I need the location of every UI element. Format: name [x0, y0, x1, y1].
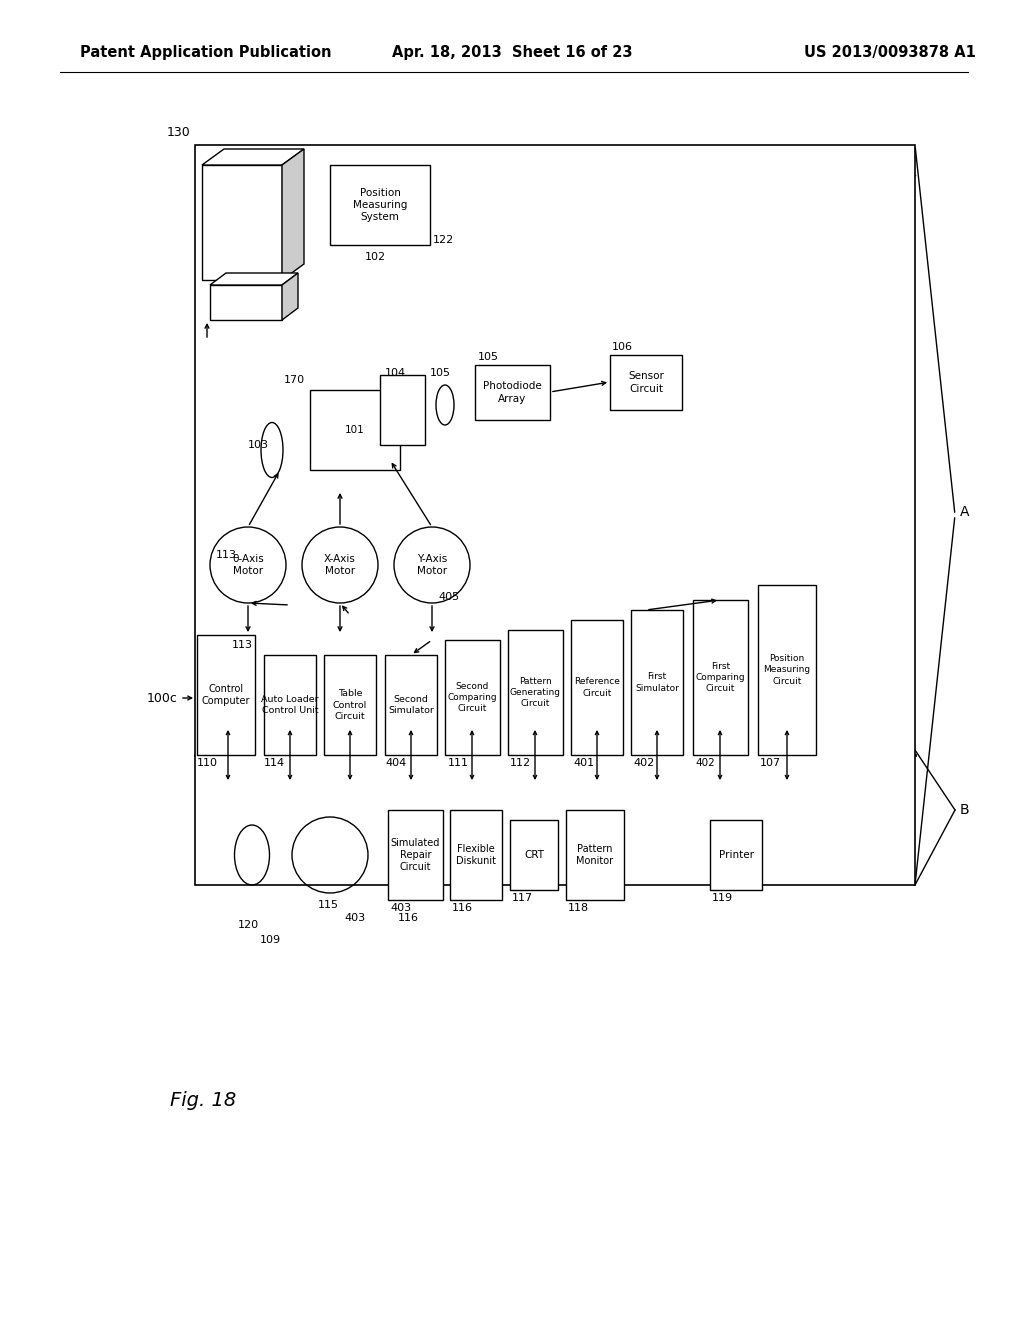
Text: 104: 104 [384, 368, 406, 378]
Text: 130: 130 [166, 127, 190, 140]
Text: 118: 118 [568, 903, 589, 913]
Bar [380, 375, 425, 445]
Text: Pattern
Monitor: Pattern Monitor [577, 843, 613, 866]
Text: 403: 403 [390, 903, 411, 913]
Text: Control
Computer: Control Computer [202, 684, 250, 706]
Polygon shape [202, 149, 304, 165]
Text: 101: 101 [345, 425, 365, 436]
Text: Position
Measuring
Circuit: Position Measuring Circuit [764, 655, 811, 685]
Bar [197, 635, 255, 755]
Bar [385, 655, 437, 755]
Text: 401: 401 [573, 758, 594, 768]
Text: Second
Simulator: Second Simulator [388, 694, 434, 715]
Text: Second
Comparing
Circuit: Second Comparing Circuit [447, 682, 498, 713]
Bar [388, 810, 443, 900]
Bar [445, 640, 500, 755]
Text: 100c: 100c [147, 692, 178, 705]
Text: Simulated
Repair
Circuit: Simulated Repair Circuit [391, 838, 440, 873]
Polygon shape [210, 273, 298, 285]
Text: 113: 113 [216, 550, 237, 560]
Text: Auto Loader
Control Unit: Auto Loader Control Unit [261, 694, 318, 715]
Text: 402: 402 [633, 758, 654, 768]
Text: 102: 102 [365, 252, 386, 261]
Text: 120: 120 [238, 920, 259, 931]
Bar [510, 820, 558, 890]
Text: 403: 403 [344, 913, 366, 923]
Text: 404: 404 [385, 758, 407, 768]
Text: CRT: CRT [524, 850, 544, 861]
Text: 113: 113 [232, 640, 253, 649]
Text: 402: 402 [695, 758, 715, 768]
Bar [566, 810, 624, 900]
Text: 117: 117 [512, 894, 534, 903]
Text: 112: 112 [510, 758, 531, 768]
Bar [264, 655, 316, 755]
Bar [758, 585, 816, 755]
Text: B: B [961, 803, 970, 817]
Text: Position
Measuring
System: Position Measuring System [353, 187, 408, 222]
Text: θ-Axis
Motor: θ-Axis Motor [232, 554, 264, 577]
Bar [508, 630, 563, 755]
Text: 105: 105 [429, 368, 451, 378]
Polygon shape [282, 149, 304, 280]
Text: X-Axis
Motor: X-Axis Motor [324, 554, 356, 577]
Text: 122: 122 [433, 235, 455, 246]
Text: 106: 106 [612, 342, 633, 352]
Text: 107: 107 [760, 758, 781, 768]
Text: US 2013/0093878 A1: US 2013/0093878 A1 [804, 45, 976, 61]
Text: First
Simulator: First Simulator [635, 672, 679, 693]
Bar [310, 389, 400, 470]
Text: 110: 110 [197, 758, 218, 768]
Text: Fig. 18: Fig. 18 [170, 1090, 237, 1110]
Bar [571, 620, 623, 755]
Polygon shape [282, 273, 298, 319]
Text: 105: 105 [478, 352, 499, 362]
Text: Flexible
Diskunit: Flexible Diskunit [456, 843, 496, 866]
Bar [324, 655, 376, 755]
Text: Photodiode
Array: Photodiode Array [483, 381, 542, 404]
Bar [450, 810, 502, 900]
Text: 114: 114 [264, 758, 285, 768]
Text: 405: 405 [438, 591, 459, 602]
Text: Patent Application Publication: Patent Application Publication [80, 45, 332, 61]
Text: 115: 115 [317, 900, 339, 909]
Text: 119: 119 [712, 894, 733, 903]
Text: Pattern
Generating
Circuit: Pattern Generating Circuit [510, 677, 561, 708]
Text: Apr. 18, 2013  Sheet 16 of 23: Apr. 18, 2013 Sheet 16 of 23 [392, 45, 632, 61]
Text: Sensor
Circuit: Sensor Circuit [628, 371, 664, 393]
Bar [693, 601, 748, 755]
Text: First
Comparing
Circuit: First Comparing Circuit [695, 661, 745, 693]
Bar [631, 610, 683, 755]
Bar [202, 165, 282, 280]
Text: 116: 116 [452, 903, 473, 913]
Bar [330, 165, 430, 246]
Text: Reference
Circuit: Reference Circuit [574, 677, 620, 697]
Text: 116: 116 [398, 913, 419, 923]
Bar [710, 820, 762, 890]
Bar [210, 285, 282, 319]
Text: 109: 109 [260, 935, 282, 945]
Bar [475, 366, 550, 420]
Text: 170: 170 [284, 375, 305, 385]
Text: Printer: Printer [719, 850, 754, 861]
Text: A: A [961, 506, 970, 519]
Bar [195, 145, 915, 884]
Text: 103: 103 [248, 440, 269, 450]
Text: 111: 111 [449, 758, 469, 768]
Bar [610, 355, 682, 411]
Text: Table
Control
Circuit: Table Control Circuit [333, 689, 368, 721]
Text: Y-Axis
Motor: Y-Axis Motor [417, 554, 447, 577]
